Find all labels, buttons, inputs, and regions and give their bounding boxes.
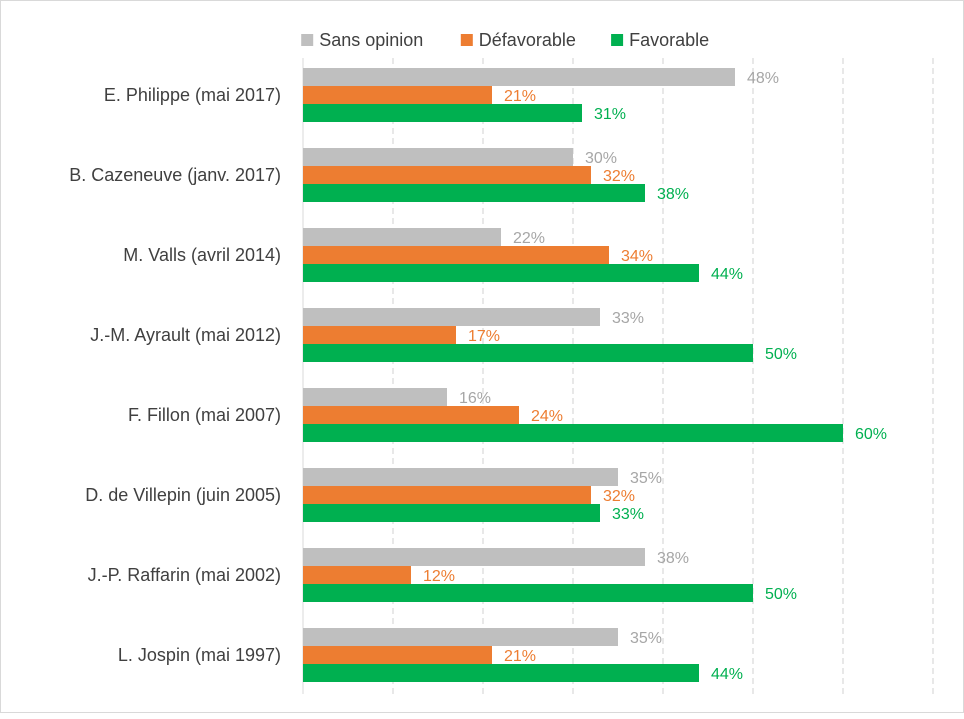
category-label-e-philippe-mai-2017: E. Philippe (mai 2017) bbox=[104, 85, 281, 105]
bar-favorable-e-philippe-mai-2017 bbox=[303, 104, 582, 122]
bar-sans-opinion-d-de-villepin-juin-2005 bbox=[303, 468, 618, 486]
data-labels: 48%21%31%30%32%38%22%34%44%33%17%50%16%2… bbox=[423, 70, 887, 683]
bar-defavorable-d-de-villepin-juin-2005 bbox=[303, 486, 591, 504]
legend-label-defavorable: Défavorable bbox=[479, 30, 576, 50]
bar-sans-opinion-l-jospin-mai-1997 bbox=[303, 628, 618, 646]
category-label-b-cazeneuve-janv-2017: B. Cazeneuve (janv. 2017) bbox=[69, 165, 281, 185]
bar-sans-opinion-f-fillon-mai-2007 bbox=[303, 388, 447, 406]
bar-sans-opinion-b-cazeneuve-janv-2017 bbox=[303, 148, 573, 166]
category-label-d-de-villepin-juin-2005: D. de Villepin (juin 2005) bbox=[85, 485, 281, 505]
legend-swatch-sans-opinion bbox=[301, 34, 314, 46]
bar-defavorable-f-fillon-mai-2007 bbox=[303, 406, 519, 424]
data-label-sans-opinion-j-m-ayrault-mai-2012: 33% bbox=[612, 310, 644, 327]
legend-label-sans-opinion: Sans opinion bbox=[319, 30, 423, 50]
data-label-favorable-j-p-raffarin-mai-2002: 50% bbox=[765, 586, 797, 603]
bar-defavorable-m-valls-avril-2014 bbox=[303, 246, 609, 264]
legend: Sans opinion Défavorable Favorable bbox=[301, 30, 709, 50]
data-label-favorable-b-cazeneuve-janv-2017: 38% bbox=[657, 186, 689, 203]
legend-swatch-defavorable bbox=[460, 34, 473, 46]
category-label-f-fillon-mai-2007: F. Fillon (mai 2007) bbox=[128, 405, 281, 425]
bar-defavorable-j-m-ayrault-mai-2012 bbox=[303, 326, 456, 344]
legend-swatch-favorable bbox=[611, 34, 624, 46]
bar-defavorable-j-p-raffarin-mai-2002 bbox=[303, 566, 411, 584]
data-label-defavorable-f-fillon-mai-2007: 24% bbox=[531, 408, 563, 425]
data-label-sans-opinion-l-jospin-mai-1997: 35% bbox=[630, 630, 662, 647]
bar-favorable-j-p-raffarin-mai-2002 bbox=[303, 584, 753, 602]
data-label-favorable-e-philippe-mai-2017: 31% bbox=[594, 106, 626, 123]
bar-favorable-b-cazeneuve-janv-2017 bbox=[303, 184, 645, 202]
bar-defavorable-e-philippe-mai-2017 bbox=[303, 86, 492, 104]
data-label-defavorable-b-cazeneuve-janv-2017: 32% bbox=[603, 168, 635, 185]
bar-favorable-l-jospin-mai-1997 bbox=[303, 664, 699, 682]
category-label-j-m-ayrault-mai-2012: J.-M. Ayrault (mai 2012) bbox=[90, 325, 281, 345]
category-label-l-jospin-mai-1997: L. Jospin (mai 1997) bbox=[118, 645, 281, 665]
data-label-favorable-f-fillon-mai-2007: 60% bbox=[855, 426, 887, 443]
bar-defavorable-l-jospin-mai-1997 bbox=[303, 646, 492, 664]
bar-defavorable-b-cazeneuve-janv-2017 bbox=[303, 166, 591, 184]
data-label-favorable-l-jospin-mai-1997: 44% bbox=[711, 666, 743, 683]
bars bbox=[303, 68, 843, 682]
category-label-m-valls-avril-2014: M. Valls (avril 2014) bbox=[123, 245, 281, 265]
data-label-sans-opinion-m-valls-avril-2014: 22% bbox=[513, 230, 545, 247]
bar-sans-opinion-e-philippe-mai-2017 bbox=[303, 68, 735, 86]
data-label-favorable-m-valls-avril-2014: 44% bbox=[711, 266, 743, 283]
data-label-sans-opinion-b-cazeneuve-janv-2017: 30% bbox=[585, 150, 617, 167]
data-label-sans-opinion-d-de-villepin-juin-2005: 35% bbox=[630, 470, 662, 487]
data-label-defavorable-l-jospin-mai-1997: 21% bbox=[504, 648, 536, 665]
data-label-sans-opinion-j-p-raffarin-mai-2002: 38% bbox=[657, 550, 689, 567]
bar-favorable-j-m-ayrault-mai-2012 bbox=[303, 344, 753, 362]
data-label-defavorable-e-philippe-mai-2017: 21% bbox=[504, 88, 536, 105]
bar-sans-opinion-j-m-ayrault-mai-2012 bbox=[303, 308, 600, 326]
data-label-sans-opinion-f-fillon-mai-2007: 16% bbox=[459, 390, 491, 407]
bar-favorable-f-fillon-mai-2007 bbox=[303, 424, 843, 442]
data-label-sans-opinion-e-philippe-mai-2017: 48% bbox=[747, 70, 779, 87]
bar-favorable-m-valls-avril-2014 bbox=[303, 264, 699, 282]
bar-sans-opinion-j-p-raffarin-mai-2002 bbox=[303, 548, 645, 566]
data-label-defavorable-d-de-villepin-juin-2005: 32% bbox=[603, 488, 635, 505]
bar-sans-opinion-m-valls-avril-2014 bbox=[303, 228, 501, 246]
data-label-defavorable-m-valls-avril-2014: 34% bbox=[621, 248, 653, 265]
data-label-defavorable-j-p-raffarin-mai-2002: 12% bbox=[423, 568, 455, 585]
category-labels: E. Philippe (mai 2017) B. Cazeneuve (janv… bbox=[69, 85, 281, 665]
data-label-favorable-j-m-ayrault-mai-2012: 50% bbox=[765, 346, 797, 363]
data-label-defavorable-j-m-ayrault-mai-2012: 17% bbox=[468, 328, 500, 345]
data-label-favorable-d-de-villepin-juin-2005: 33% bbox=[612, 506, 644, 523]
category-label-j-p-raffarin-mai-2002: J.-P. Raffarin (mai 2002) bbox=[88, 565, 281, 585]
legend-label-favorable: Favorable bbox=[629, 30, 709, 50]
bar-favorable-d-de-villepin-juin-2005 bbox=[303, 504, 600, 522]
